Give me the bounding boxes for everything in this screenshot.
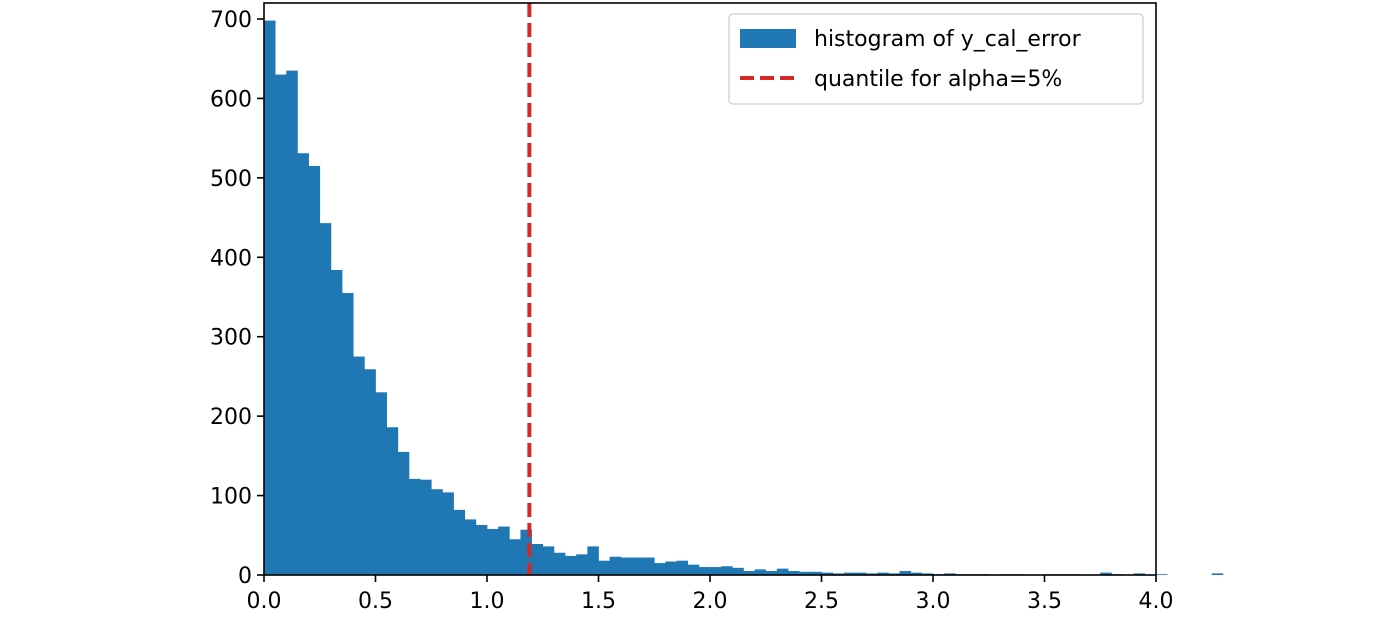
histogram-bar xyxy=(1156,574,1168,575)
histogram-bar xyxy=(799,571,811,575)
histogram-bar xyxy=(721,566,733,575)
histogram-bar xyxy=(397,451,410,575)
histogram-bar xyxy=(286,70,298,575)
histogram-bar xyxy=(375,392,387,575)
x-tick-label: 0.0 xyxy=(247,589,282,614)
histogram-bar xyxy=(1100,572,1112,575)
histogram-bar xyxy=(487,528,499,575)
x-tick-label: 3.0 xyxy=(916,589,951,614)
histogram-bar xyxy=(899,571,912,575)
histogram-bar xyxy=(520,529,532,575)
histogram-bar xyxy=(643,557,655,575)
histogram-bar xyxy=(553,552,566,575)
y-tick-label: 100 xyxy=(210,485,252,510)
histogram-bar xyxy=(609,556,622,575)
x-tick-label: 3.5 xyxy=(1027,589,1062,614)
histogram-bar xyxy=(743,571,755,575)
histogram-bar xyxy=(464,519,477,575)
histogram-bar xyxy=(732,567,744,575)
histogram-bar xyxy=(330,269,343,575)
x-tick-label: 1.5 xyxy=(581,589,616,614)
x-tick-label: 0.5 xyxy=(358,589,393,614)
histogram-bar xyxy=(788,571,800,575)
x-tick-label: 2.0 xyxy=(693,589,728,614)
y-tick-label: 300 xyxy=(210,326,252,351)
histogram-bar xyxy=(509,539,521,575)
histogram-bar xyxy=(676,560,689,575)
histogram-bar xyxy=(420,479,432,575)
histogram-bar xyxy=(264,20,276,575)
histogram-bar xyxy=(565,555,577,575)
histogram-bar xyxy=(498,526,510,575)
y-tick-label: 600 xyxy=(210,87,252,112)
histogram-bar xyxy=(442,492,454,575)
histogram-bar xyxy=(431,489,443,575)
legend-label-quantile: quantile for alpha=5% xyxy=(814,67,1062,92)
legend-swatch-histogram xyxy=(740,29,796,48)
histogram-bar xyxy=(620,557,633,575)
histogram-bar xyxy=(654,563,666,575)
histogram-bar xyxy=(854,572,867,575)
histogram-bar xyxy=(531,544,544,575)
histogram-bar xyxy=(342,293,354,575)
histogram-bar xyxy=(598,560,610,575)
histogram-bar xyxy=(364,369,376,575)
histogram-bar xyxy=(297,153,309,576)
histogram-bar xyxy=(843,572,856,575)
histogram-bar xyxy=(776,568,789,575)
histogram-bar xyxy=(631,557,644,575)
histogram-bar xyxy=(821,572,833,575)
y-tick-label: 0 xyxy=(238,564,252,589)
legend-label-histogram: histogram of y_cal_error xyxy=(814,27,1082,52)
x-tick-label: 1.0 xyxy=(470,589,505,614)
histogram-bar xyxy=(475,524,488,575)
histogram-bar xyxy=(810,571,822,575)
histogram-bar xyxy=(319,223,332,575)
histogram-bar xyxy=(687,564,700,575)
y-tick-label: 700 xyxy=(210,8,252,33)
histogram-bar xyxy=(453,509,466,575)
histogram-bar xyxy=(698,567,711,575)
histogram-bar xyxy=(1211,573,1224,575)
legend-box xyxy=(728,13,1144,105)
histogram-bar xyxy=(542,546,555,575)
y-tick-label: 200 xyxy=(210,405,252,430)
histogram-bar xyxy=(386,427,399,575)
y-tick-label: 500 xyxy=(210,167,252,192)
histogram-bar xyxy=(576,554,588,575)
histogram-bar xyxy=(308,165,321,575)
histogram-bar xyxy=(910,572,923,575)
legend: histogram of y_cal_error quantile for al… xyxy=(728,13,1144,105)
histogram-bar xyxy=(665,561,677,575)
histogram-bar xyxy=(353,356,365,575)
histogram-bar xyxy=(754,569,767,575)
x-tick-label: 4.0 xyxy=(1139,589,1174,614)
histogram-bar xyxy=(710,567,722,575)
x-axis: 0.0 0.5 1.0 1.5 2.0 2.5 3.0 3.5 4.0 xyxy=(247,575,1174,614)
y-tick-label: 400 xyxy=(210,246,252,271)
histogram-bar xyxy=(587,546,599,575)
histogram-bar xyxy=(408,478,421,575)
histogram-bar xyxy=(877,572,889,575)
histogram-bar xyxy=(765,571,778,575)
x-tick-label: 2.5 xyxy=(804,589,839,614)
y-axis: 0 100 200 300 400 500 600 700 xyxy=(210,8,264,589)
histogram-bars xyxy=(264,20,1224,576)
histogram-bar xyxy=(275,74,287,575)
